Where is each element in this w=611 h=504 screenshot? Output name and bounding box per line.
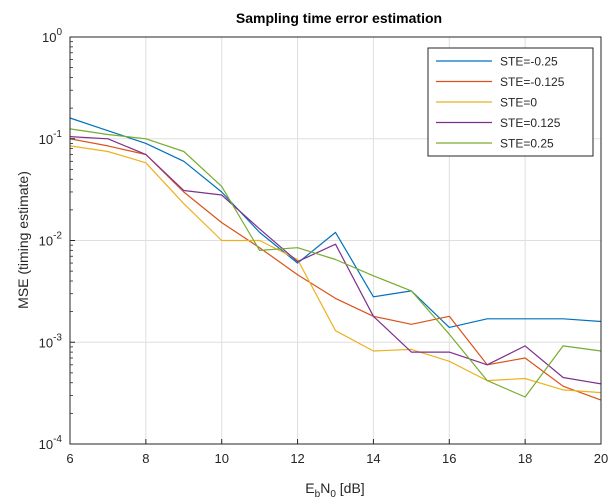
x-axis-ticks: 6 8 10 12 14 16 18 20 [66, 439, 608, 466]
legend-label-2: STE=0 [500, 96, 537, 110]
x-tick-label: 6 [66, 451, 73, 466]
series-lines [69, 117, 602, 401]
legend-label-0: STE=-0.25 [500, 55, 558, 69]
series-line-0 [69, 117, 602, 328]
legend-label-3: STE=0.125 [500, 116, 561, 130]
y-tick-label: 10-3 [39, 332, 63, 350]
x-tick-label: 10 [214, 451, 228, 466]
legend-label-4: STE=0.25 [500, 137, 554, 151]
x-tick-label: 16 [442, 451, 456, 466]
legend: STE=-0.25 STE=-0.125 STE=0 STE=0.125 STE=0.2… [427, 47, 594, 157]
x-tick-label: 12 [290, 451, 304, 466]
y-tick-label: 10-2 [39, 231, 63, 249]
series-line-2 [69, 145, 602, 394]
x-tick-label: 20 [594, 451, 608, 466]
y-tick-label: 100 [42, 27, 62, 45]
series-line-1 [69, 138, 602, 401]
legend-label-1: STE=-0.125 [500, 75, 565, 89]
x-tick-label: 14 [366, 451, 380, 466]
x-tick-label: 8 [142, 451, 149, 466]
y-tick-label: 10-4 [39, 434, 63, 452]
series-line-3 [69, 136, 602, 385]
series-line-4 [69, 128, 602, 398]
x-axis-label: EbN0 [dB] [305, 480, 364, 500]
x-tick-label: 18 [518, 451, 532, 466]
chart-title: Sampling time error estimation [236, 10, 442, 26]
y-axis-label: MSE (timing estimate) [15, 171, 31, 309]
y-axis-ticks: 10-4 10-3 10-2 10-1 100 [39, 27, 75, 452]
y-tick-label: 10-1 [39, 129, 63, 147]
